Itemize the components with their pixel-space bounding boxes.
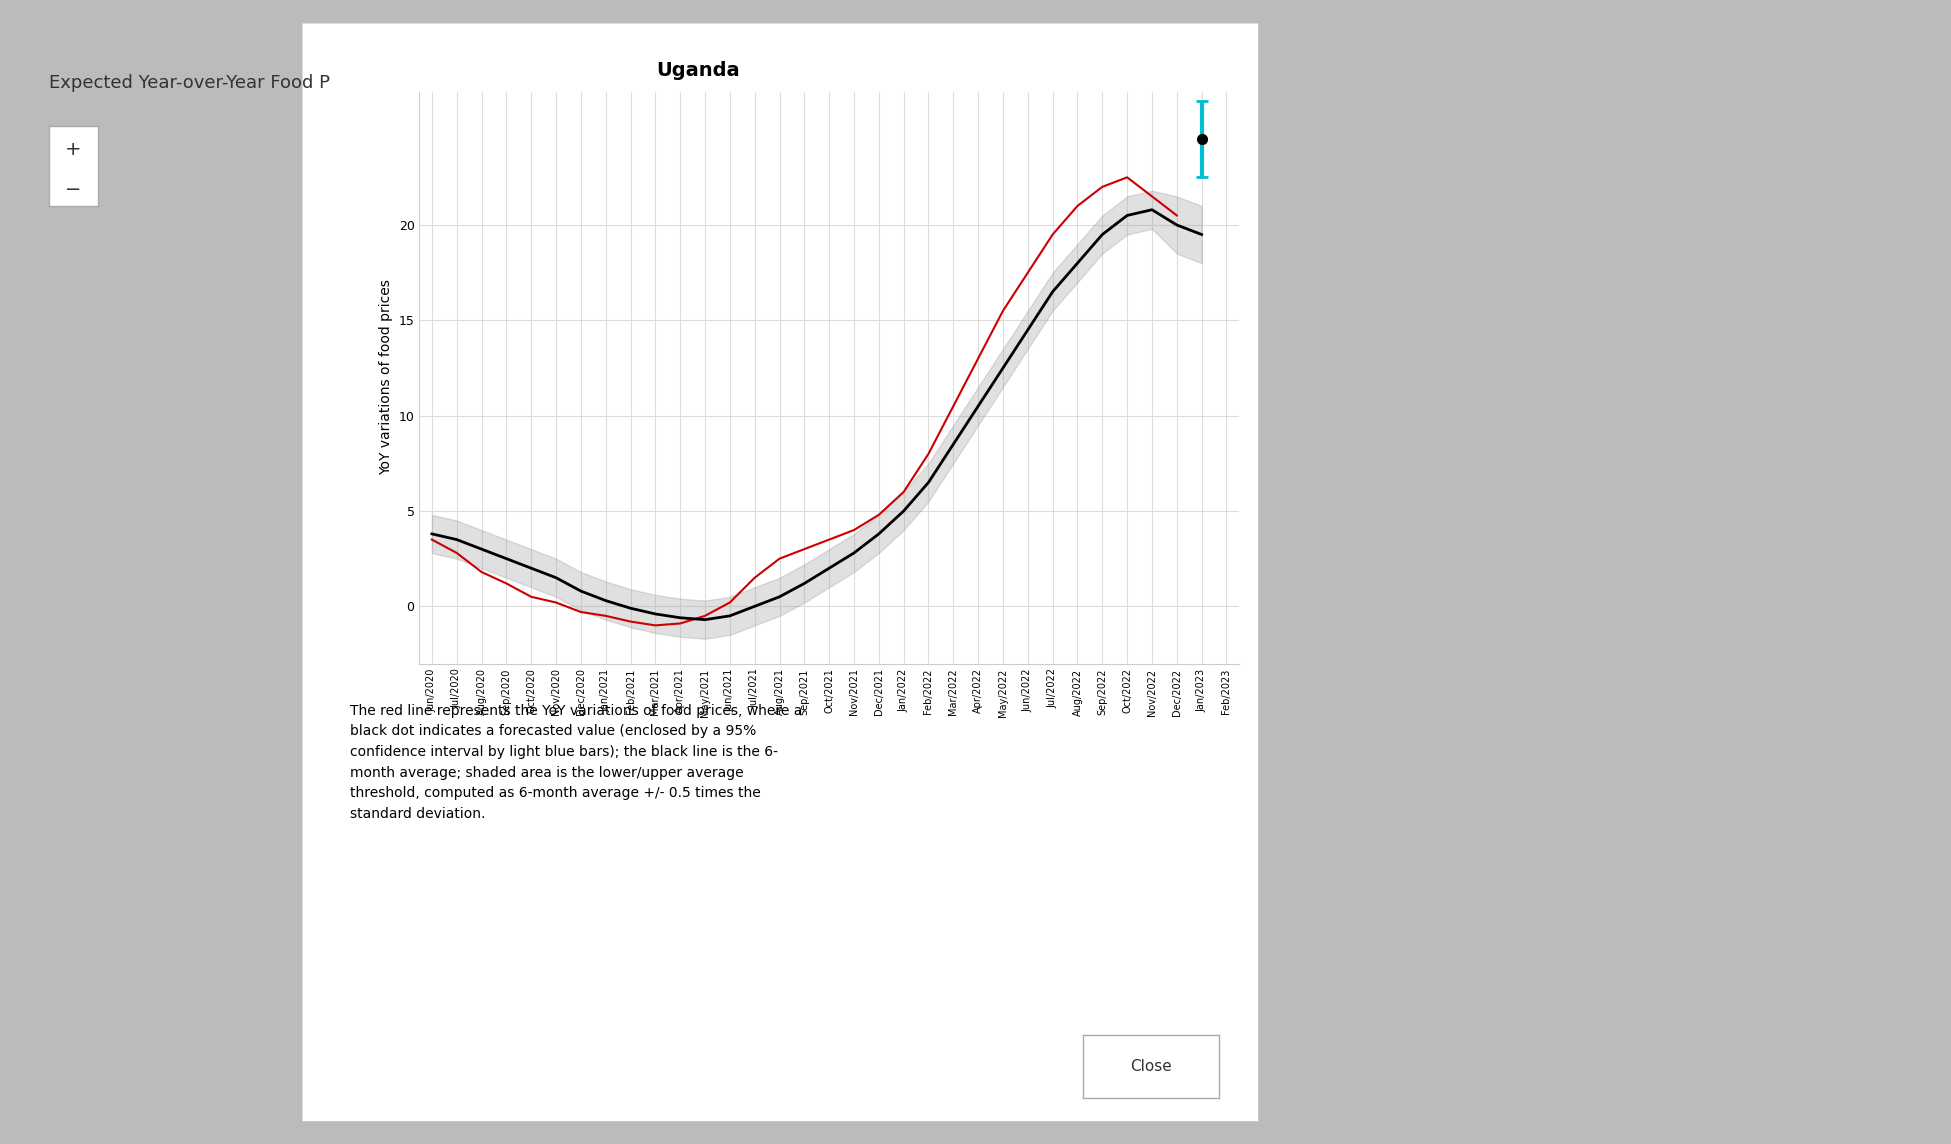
Text: Expected Year-over-Year Food P: Expected Year-over-Year Food P [49,74,330,93]
Text: +: + [64,141,82,159]
Text: Uganda: Uganda [656,62,739,80]
Text: Close: Close [1130,1059,1173,1074]
Y-axis label: YoY variations of food prices: YoY variations of food prices [378,279,394,476]
Text: YoY variations: YoY variations [656,94,763,110]
Text: The red line represents the YoY variations of food prices, where a
black dot ind: The red line represents the YoY variatio… [351,704,802,820]
Text: −: − [64,181,82,199]
